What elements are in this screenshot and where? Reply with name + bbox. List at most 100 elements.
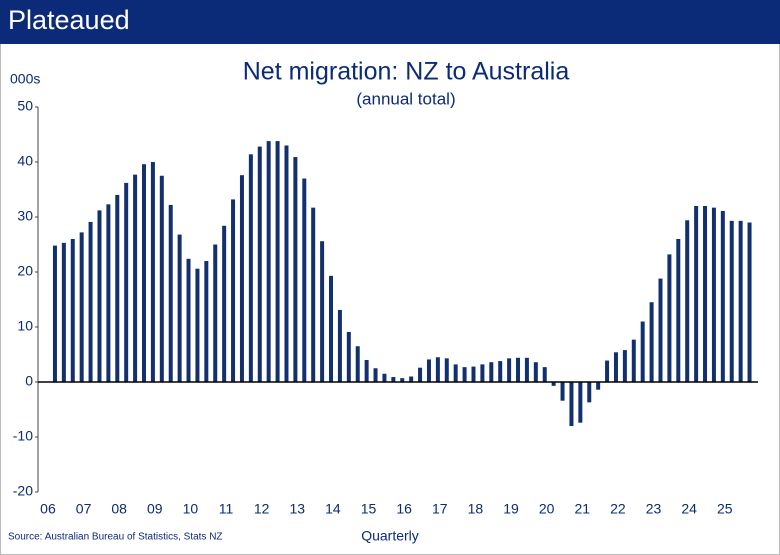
bar [435, 357, 440, 382]
x-tick-label: 16 [396, 501, 412, 517]
bar [311, 207, 316, 382]
x-tick-label: 18 [468, 501, 484, 517]
bar [257, 146, 262, 382]
x-tick-label: 12 [254, 501, 270, 517]
bar [382, 373, 387, 382]
x-tick-label: 07 [76, 501, 92, 517]
x-tick-label: 08 [111, 501, 127, 517]
bar [150, 162, 155, 382]
bar [462, 367, 467, 382]
y-axis-label: 000s [10, 71, 40, 87]
bar [302, 178, 307, 382]
bar [88, 221, 93, 382]
bar [453, 364, 458, 382]
bar [685, 220, 690, 382]
bar [409, 376, 414, 382]
bar [560, 382, 565, 401]
bar [400, 378, 405, 382]
x-tick-label: 13 [290, 501, 306, 517]
bar [551, 382, 556, 386]
bar [355, 346, 360, 382]
bar [480, 364, 485, 382]
x-tick-label: 14 [325, 501, 341, 517]
x-tick-label: 06 [40, 501, 56, 517]
x-tick-label: 10 [183, 501, 199, 517]
bar [596, 382, 601, 390]
bar [516, 357, 521, 382]
bar [124, 182, 129, 382]
bar [738, 220, 743, 382]
bar [471, 366, 476, 382]
bar [97, 210, 102, 382]
bar [222, 225, 227, 382]
bar [498, 361, 503, 382]
chart-subtitle: (annual total) [356, 89, 455, 108]
chart-title: Net migration: NZ to Australia [243, 58, 570, 86]
bar [177, 234, 182, 382]
x-tick-label: 09 [147, 501, 163, 517]
bar [667, 254, 672, 382]
bar [266, 141, 271, 382]
bar [159, 175, 164, 382]
bar [115, 195, 120, 382]
bar [694, 206, 699, 382]
y-tick-label: -10 [13, 428, 33, 444]
bar [195, 268, 200, 382]
bar [711, 207, 716, 382]
y-tick-label: 50 [17, 98, 33, 114]
header-bar [0, 0, 780, 44]
bar [293, 157, 298, 382]
bar [320, 241, 325, 382]
x-tick-label: 22 [610, 501, 626, 517]
y-tick-label: 0 [25, 373, 33, 389]
bar [61, 242, 66, 382]
bar [248, 154, 253, 382]
bar [79, 232, 84, 382]
bar [703, 206, 708, 382]
bar [391, 377, 396, 382]
bar [613, 352, 618, 382]
bar [578, 382, 583, 423]
bar [542, 367, 547, 382]
bar [605, 360, 610, 382]
y-tick-label: 20 [17, 263, 33, 279]
source: Source: Australian Bureau of Statistics,… [8, 532, 223, 543]
bar [106, 204, 111, 382]
bar [337, 309, 342, 382]
bar [418, 367, 423, 382]
x-tick-label: 23 [646, 501, 662, 517]
header-title: Plateaued [8, 5, 130, 35]
bar [142, 164, 147, 382]
bar [231, 199, 236, 382]
bar [747, 222, 752, 382]
y-tick-label: 10 [17, 318, 33, 334]
bar [52, 245, 57, 382]
bar [524, 357, 529, 382]
bar [133, 174, 138, 382]
bar [569, 382, 574, 426]
bar [729, 220, 734, 382]
bar [204, 261, 209, 382]
bar [649, 302, 654, 382]
bar [444, 358, 449, 382]
y-tick-label: 30 [17, 208, 33, 224]
bar [329, 275, 334, 382]
bar [676, 239, 681, 382]
bar [631, 339, 636, 382]
bar [275, 141, 280, 382]
bar [346, 331, 351, 382]
bar [186, 258, 191, 382]
bar [640, 321, 645, 382]
x-axis-label: Quarterly [361, 528, 419, 544]
x-tick-label: 25 [717, 501, 733, 517]
bar [658, 278, 663, 382]
x-tick-label: 19 [503, 501, 519, 517]
y-tick-label: 40 [17, 153, 33, 169]
bar [168, 204, 173, 382]
bar [533, 362, 538, 382]
bar [720, 210, 725, 382]
x-tick-label: 11 [219, 501, 234, 517]
